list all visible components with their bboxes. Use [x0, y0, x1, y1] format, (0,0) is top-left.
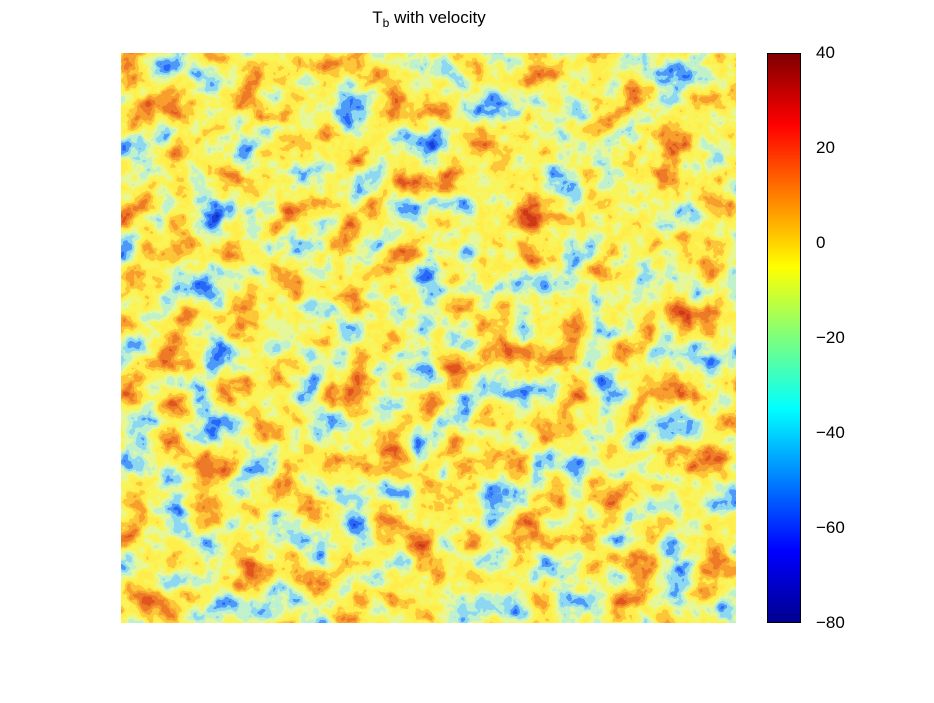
title-main: T	[372, 8, 383, 27]
colorbar-tick-label: −40	[816, 423, 845, 442]
colorbar-gradient	[768, 54, 800, 622]
colorbar-tick-label: 40	[816, 43, 835, 62]
colorbar-tick-label: −80	[816, 613, 845, 632]
heatmap-plot-area	[121, 53, 736, 623]
title-subscript: b	[382, 16, 390, 30]
colorbar	[767, 53, 801, 623]
colorbar-tick-label: 0	[816, 233, 826, 252]
colorbar-tick-label: 20	[816, 138, 835, 157]
colorbar-tick-label: −60	[816, 518, 845, 537]
chart-title: Tb with velocity	[0, 8, 858, 30]
colorbar-tick-label: −20	[816, 328, 845, 347]
heatmap-field	[121, 53, 736, 623]
title-rest: with velocity	[389, 8, 486, 27]
